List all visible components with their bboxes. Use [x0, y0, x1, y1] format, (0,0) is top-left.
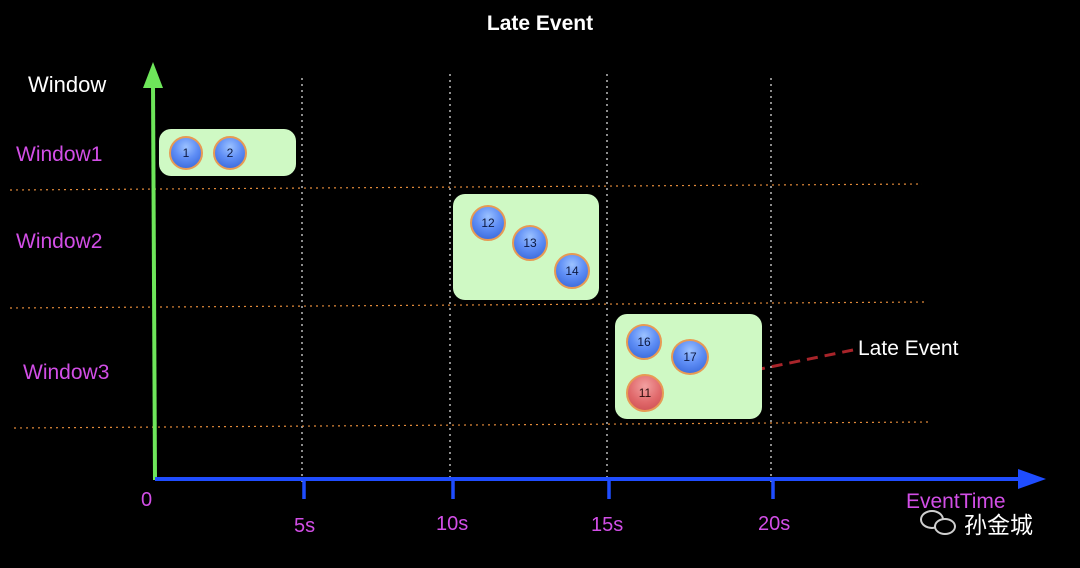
x-axis-label: EventTime [906, 490, 1006, 513]
diagram-title: Late Event [486, 12, 594, 35]
event-16: 16 [626, 324, 662, 360]
event-13: 13 [512, 225, 548, 261]
event-17: 17 [671, 339, 709, 375]
y-axis-label: Window [28, 72, 107, 97]
y-axis-arrowhead [143, 62, 163, 88]
separator-1 [9, 183, 923, 191]
x-origin-label: 0 [141, 489, 153, 511]
window2-label: Window2 [16, 230, 103, 253]
watermark-text: 孙金城 [964, 512, 1033, 538]
separator-3 [13, 421, 929, 429]
event-14: 14 [554, 253, 590, 289]
window1-label: Window1 [16, 143, 103, 166]
separator-2 [9, 301, 927, 309]
watermark: 孙金城 [920, 506, 1033, 540]
y-axis [151, 83, 157, 481]
event-11-late: 11 [626, 374, 664, 412]
late-event-label: Late Event [858, 337, 959, 360]
wechat-icon [920, 508, 958, 538]
x-tick-label-10s: 10s [436, 513, 469, 535]
x-tick-label-15s: 15s [591, 514, 624, 536]
event-1: 1 [169, 136, 203, 170]
x-tick-label-5s: 5s [294, 515, 316, 537]
event-2: 2 [213, 136, 247, 170]
x-tick-label-20s: 20s [758, 513, 791, 535]
window3-label: Window3 [23, 361, 110, 384]
x-axis-arrowhead [1018, 469, 1046, 489]
event-12: 12 [470, 205, 506, 241]
